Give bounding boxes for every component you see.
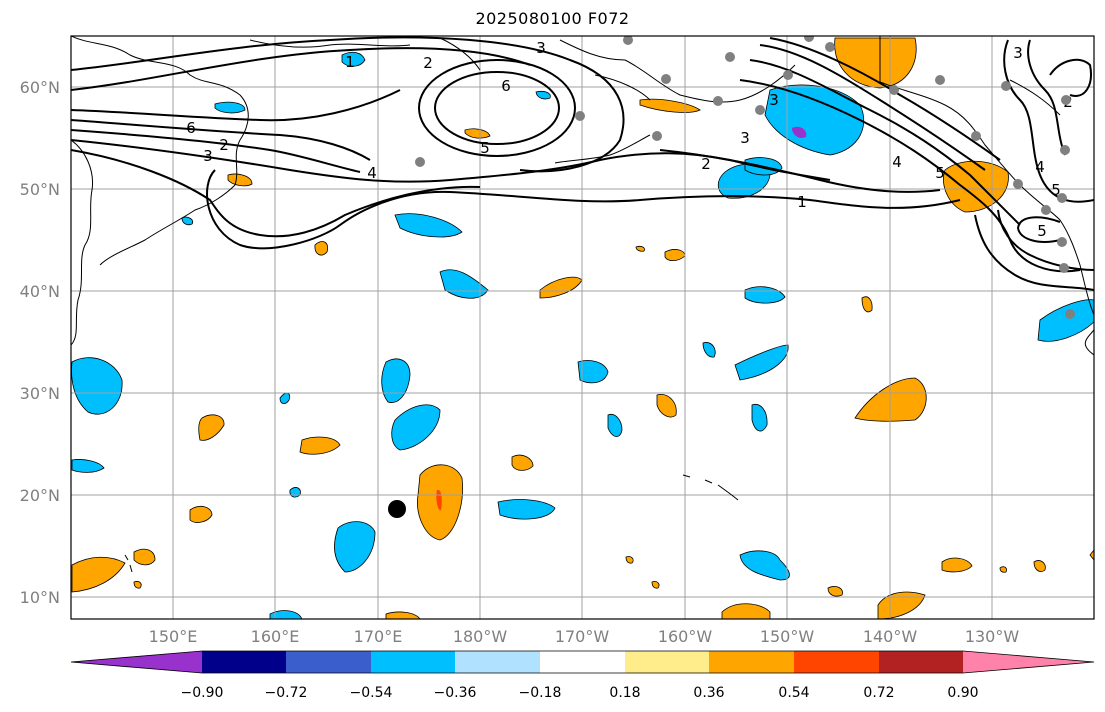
- contour-label: 1: [797, 193, 807, 211]
- colorbar-segment: [709, 651, 794, 673]
- contour-label: 3: [1013, 44, 1023, 62]
- colorbar-tick-label: −0.72: [265, 685, 308, 701]
- colorbar-outline: [70, 650, 1095, 674]
- contour-label: 5: [480, 139, 490, 157]
- colorbar-tick-label: −0.90: [181, 685, 224, 701]
- strong-negative-areas: [792, 126, 807, 138]
- contour-label: 6: [501, 77, 511, 95]
- colorbar-tick-label: 0.90: [947, 685, 978, 701]
- colorbar-tick-label: −0.36: [434, 685, 477, 701]
- lat-label: 10°N: [20, 588, 60, 607]
- contour-label: 5: [1037, 222, 1047, 240]
- colorbar: [70, 650, 1095, 674]
- longitude-labels: 150°E 160°E 170°E 180°W 170°W 160°W 150°…: [149, 627, 1020, 646]
- lat-label: 60°N: [20, 78, 60, 97]
- lon-label: 150°E: [149, 627, 198, 646]
- station-markers: [415, 36, 1075, 319]
- contour-lines: [71, 36, 1094, 291]
- colorbar-segment: [794, 651, 879, 673]
- lon-label: 160°W: [658, 627, 713, 646]
- colorbar-segment: [455, 651, 540, 673]
- lon-label: 180°W: [453, 627, 508, 646]
- lat-label: 40°N: [20, 282, 60, 301]
- lat-label: 20°N: [20, 486, 60, 505]
- contour-label: 4: [892, 153, 902, 171]
- contour-label: 5: [1051, 181, 1061, 199]
- latitude-labels: 60°N 50°N 40°N 30°N 20°N 10°N: [20, 78, 60, 607]
- map-frame: [70, 35, 1095, 620]
- contour-label: 3: [769, 91, 779, 109]
- graticule: [71, 36, 1094, 619]
- lon-label: 170°W: [555, 627, 610, 646]
- colorbar-segment: [540, 651, 625, 673]
- contour-label: 3: [740, 129, 750, 147]
- plot-title: 2025080100 F072: [475, 9, 630, 28]
- positive-anomaly-areas: [71, 37, 1094, 619]
- lat-label: 50°N: [20, 180, 60, 199]
- contour-label: 4: [1035, 158, 1045, 176]
- location-marker: [388, 500, 406, 518]
- colorbar-segment: [286, 651, 371, 673]
- lon-label: 170°E: [354, 627, 403, 646]
- colorbar-tick-label: 0.54: [778, 685, 809, 701]
- contour-label: 4: [367, 164, 377, 182]
- lon-label: 150°W: [760, 627, 815, 646]
- contour-labels: 1 2 3 6 5 6 3 2 4 1 2 3 4 5 3 4 5 3 2 5: [186, 39, 1073, 240]
- colorbar-tick-label: −0.18: [519, 685, 562, 701]
- colorbar-segment: [371, 651, 455, 673]
- colorbar-tick-labels: −0.90 −0.72 −0.54 −0.36 −0.18 0.18 0.36 …: [181, 685, 979, 701]
- contour-label: 6: [186, 119, 196, 137]
- contour-label: 3: [536, 39, 546, 57]
- lat-label: 30°N: [20, 384, 60, 403]
- contour-label: 2: [701, 155, 711, 173]
- contour-label: 5: [935, 164, 945, 182]
- map-layers: 1 2 3 6 5 6 3 2 4 1 2 3 4 5 3 4 5 3 2 5: [71, 36, 1094, 619]
- contour-label: 3: [203, 147, 213, 165]
- colorbar-segment: [879, 651, 963, 673]
- colorbar-tick-label: 0.72: [863, 685, 894, 701]
- colorbar-tick-label: 0.36: [693, 685, 724, 701]
- lon-label: 130°W: [965, 627, 1020, 646]
- colorbar-tick-label: −0.54: [350, 685, 393, 701]
- colorbar-extend-left: [71, 651, 202, 673]
- contour-label: 2: [219, 136, 229, 154]
- colorbar-extend-right: [963, 651, 1094, 673]
- negative-anomaly-areas: [71, 51, 1094, 619]
- colorbar-segment: [202, 651, 286, 673]
- colorbar-tick-label: 0.18: [609, 685, 640, 701]
- contour-label: 2: [423, 54, 433, 72]
- contour-label: 1: [345, 53, 355, 71]
- lon-label: 160°E: [251, 627, 300, 646]
- lon-label: 140°W: [863, 627, 918, 646]
- colorbar-segment: [625, 651, 709, 673]
